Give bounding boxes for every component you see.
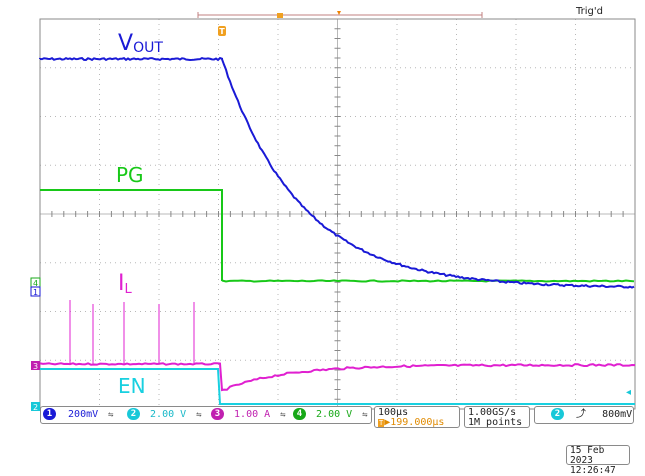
il-label: IL [118, 271, 133, 297]
vout-waveform [39, 56, 635, 289]
sample-rate: 1.00GS/s [468, 407, 517, 418]
timebase-value: 100µs [378, 407, 409, 418]
trigger-level-marker[interactable]: ◂ [626, 387, 631, 398]
pg-waveform [40, 189, 635, 283]
channel-readout-bar[interactable]: 1 200mV ⇋ 2 2.00 V ⇋ 3 1.00 A ⇋ 4 2.00 V… [40, 406, 372, 424]
ch1-readout[interactable]: 1 200mV ⇋ [43, 407, 114, 423]
timestamp: 15 Feb 2023 12:26:47 [566, 445, 630, 476]
ch3-marker[interactable]: 3 [31, 361, 40, 371]
time: 12:26:47 [570, 465, 616, 476]
svg-text:T: T [219, 27, 225, 36]
ch4-badge: 4 [293, 408, 306, 420]
ch2-scale: 2.00 V [150, 409, 187, 420]
svg-text:1: 1 [33, 288, 38, 297]
en-label: EN [118, 374, 146, 398]
ch3-readout[interactable]: 3 1.00 A ⇋ [211, 407, 286, 423]
ch3-badge: 3 [211, 408, 224, 420]
ch2-marker[interactable]: 2 [31, 402, 40, 412]
trigger-position-marker[interactable]: T [218, 26, 226, 36]
vout-label: VOUT [118, 31, 163, 56]
bandwidth-icon: ⇋ [362, 410, 368, 420]
il-waveform [39, 362, 636, 392]
oscilloscope-display: T 4 1 3 2 ◂ VOUT PG IL EN [30, 11, 636, 412]
pg-label: PG [116, 163, 144, 187]
ch1-scale: 200mV [68, 409, 99, 420]
trigger-position-icon: T [378, 419, 385, 427]
svg-text:◂: ◂ [626, 387, 631, 398]
bandwidth-icon: ⇋ [108, 410, 114, 420]
trigger-level: 800mV [602, 409, 633, 420]
ch2-badge: 2 [127, 408, 140, 420]
acquisition-readout[interactable]: 1.00GS/s 1M points [464, 406, 530, 428]
graticule [39, 18, 636, 410]
svg-text:3: 3 [33, 362, 38, 371]
trigger-readout[interactable]: 2 ⤴ 800mV [534, 406, 634, 424]
record-length: 1M points [468, 417, 523, 428]
ch4-readout[interactable]: 4 2.00 V ⇋ [293, 407, 368, 423]
ch1-badge: 1 [43, 408, 56, 420]
trigger-slope-icon: ⤴ [576, 409, 587, 420]
il-spikes [69, 300, 195, 364]
ch4-scale: 2.00 V [316, 409, 353, 420]
svg-text:4: 4 [33, 279, 38, 288]
record-bar [197, 11, 483, 18]
svg-text:2: 2 [33, 403, 38, 412]
ch3-scale: 1.00 A [234, 409, 271, 420]
trigger-source-badge: 2 [551, 408, 564, 420]
en-waveform [40, 368, 635, 405]
horizontal-readout[interactable]: 100µs T▶199.000µs [374, 406, 460, 428]
ch1-marker[interactable]: 1 [30, 286, 41, 297]
bandwidth-icon: ⇋ [280, 410, 286, 420]
trigger-status: Trig'd [576, 6, 603, 17]
ch2-readout[interactable]: 2 2.00 V ⇋ [127, 407, 202, 423]
bandwidth-icon: ⇋ [196, 410, 202, 420]
date: 15 Feb 2023 [570, 445, 605, 466]
horizontal-position: T▶199.000µs [378, 417, 445, 428]
